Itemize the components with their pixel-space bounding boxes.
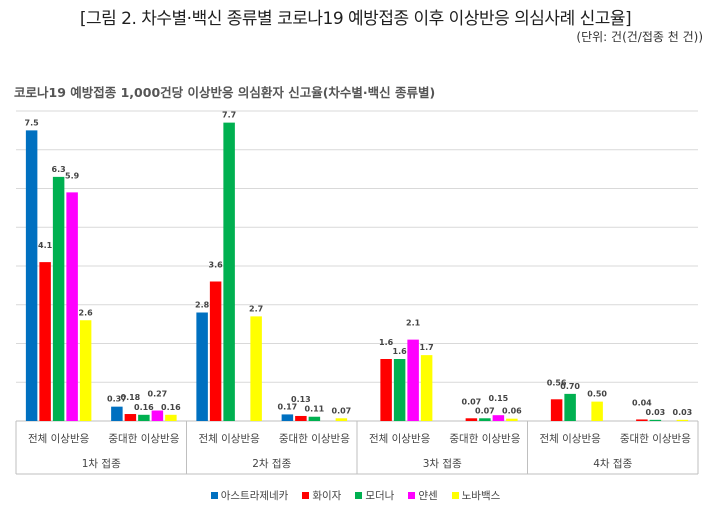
data-label: 0.70 — [560, 382, 580, 391]
bar — [281, 414, 294, 421]
legend-item: 아스트라제네카 — [210, 488, 289, 503]
data-label: 7.7 — [222, 111, 236, 120]
data-label: 1.6 — [379, 338, 394, 347]
x-tick-label: 전체 이상반응 — [198, 433, 260, 445]
legend-item: 얀센 — [408, 488, 438, 503]
data-label: 2.6 — [79, 308, 94, 317]
data-label: 1.7 — [420, 343, 434, 352]
bar — [564, 393, 576, 421]
legend-swatch — [451, 492, 459, 499]
bar — [335, 418, 348, 421]
data-label: 0.27 — [148, 390, 168, 399]
group-label: 4차 접종 — [593, 458, 632, 470]
bar — [79, 320, 92, 421]
chart-title: 코로나19 예방접종 1,000건당 이상반응 의심환자 신고율(차수별·백신 … — [14, 85, 436, 100]
bar — [465, 418, 478, 421]
legend-item: 노바백스 — [451, 488, 501, 503]
legend-label: 화이자 — [312, 490, 342, 502]
data-label: 1.6 — [393, 347, 408, 356]
x-tick-label: 중대한 이상반응 — [620, 433, 691, 445]
data-label: 4.1 — [38, 241, 53, 250]
data-label: 0.37 — [107, 395, 127, 404]
bar — [420, 355, 433, 421]
x-tick-label: 전체 이상반응 — [539, 433, 601, 445]
bar — [250, 316, 262, 421]
data-label: 0.11 — [305, 405, 325, 414]
legend-swatch — [355, 492, 363, 499]
bar — [591, 401, 603, 421]
bar — [124, 414, 137, 421]
legend-label: 얀센 — [418, 490, 438, 502]
data-label: 5.9 — [65, 171, 80, 180]
bar — [151, 410, 164, 421]
figure-title: [그림 2. 차수별·백신 종류별 코로나19 예방접종 이후 이상반응 의심사… — [79, 9, 632, 29]
data-label: 0.56 — [547, 378, 567, 387]
group-label: 3차 접종 — [423, 458, 462, 470]
x-tick-label: 중대한 이상반응 — [449, 433, 520, 445]
bar — [196, 312, 208, 421]
data-label: 0.15 — [489, 394, 509, 403]
bar — [52, 176, 65, 421]
bar — [380, 359, 392, 421]
bar — [636, 419, 648, 421]
unit-note: (단위: 건(건/접종 천 건)) — [576, 30, 703, 44]
data-label: 3.6 — [209, 261, 224, 270]
legend-swatch — [408, 492, 416, 499]
data-label: 0.18 — [121, 393, 141, 402]
bar — [111, 406, 123, 421]
group-label: 1차 접종 — [82, 458, 121, 470]
legend-label: 아스트라제네카 — [220, 490, 289, 502]
data-label: 0.04 — [632, 398, 652, 407]
data-label: 0.50 — [587, 390, 607, 399]
data-label: 0.16 — [161, 403, 181, 412]
legend-swatch — [302, 492, 310, 499]
bar — [649, 419, 662, 421]
data-label: 2.7 — [249, 304, 263, 313]
data-label: 0.03 — [673, 408, 693, 417]
data-label: 2.8 — [195, 301, 210, 310]
data-label: 0.06 — [502, 407, 522, 416]
x-tick-label: 중대한 이상반응 — [279, 433, 350, 445]
bar — [492, 415, 505, 421]
data-label: 7.5 — [25, 118, 40, 127]
chart-legend: 아스트라제네카 화이자 모더나 얀센 노바백스 — [0, 488, 711, 503]
bar — [295, 415, 307, 421]
bar — [66, 192, 78, 421]
x-tick-label: 전체 이상반응 — [369, 433, 431, 445]
legend-label: 모더나 — [365, 490, 395, 502]
legend-swatch — [210, 492, 218, 499]
legend-item: 화이자 — [302, 488, 341, 503]
bar — [39, 262, 51, 421]
data-label: 0.16 — [134, 403, 154, 412]
data-label: 0.07 — [462, 397, 482, 406]
legend-label: 노바백스 — [461, 490, 501, 502]
x-tick-label: 중대한 이상반응 — [108, 433, 179, 445]
bar — [393, 359, 406, 421]
data-label: 0.03 — [646, 408, 666, 417]
bar — [209, 281, 222, 421]
group-label: 2차 접종 — [252, 458, 291, 470]
data-label: 0.07 — [475, 406, 495, 415]
bar — [550, 399, 563, 421]
bar — [165, 414, 177, 421]
data-label: 6.3 — [52, 165, 66, 174]
bar — [479, 418, 491, 421]
bar — [308, 416, 321, 421]
bar — [407, 339, 419, 421]
x-tick-label: 전체 이상반응 — [28, 433, 90, 445]
bar — [138, 414, 150, 421]
data-label: 0.17 — [278, 402, 298, 411]
bar — [676, 419, 689, 421]
bar — [506, 418, 518, 421]
data-label: 0.07 — [332, 406, 352, 415]
bar — [25, 130, 38, 421]
legend-item: 모더나 — [355, 488, 394, 503]
data-label: 2.1 — [406, 319, 421, 328]
bar — [223, 122, 235, 421]
data-label: 0.13 — [291, 395, 311, 404]
